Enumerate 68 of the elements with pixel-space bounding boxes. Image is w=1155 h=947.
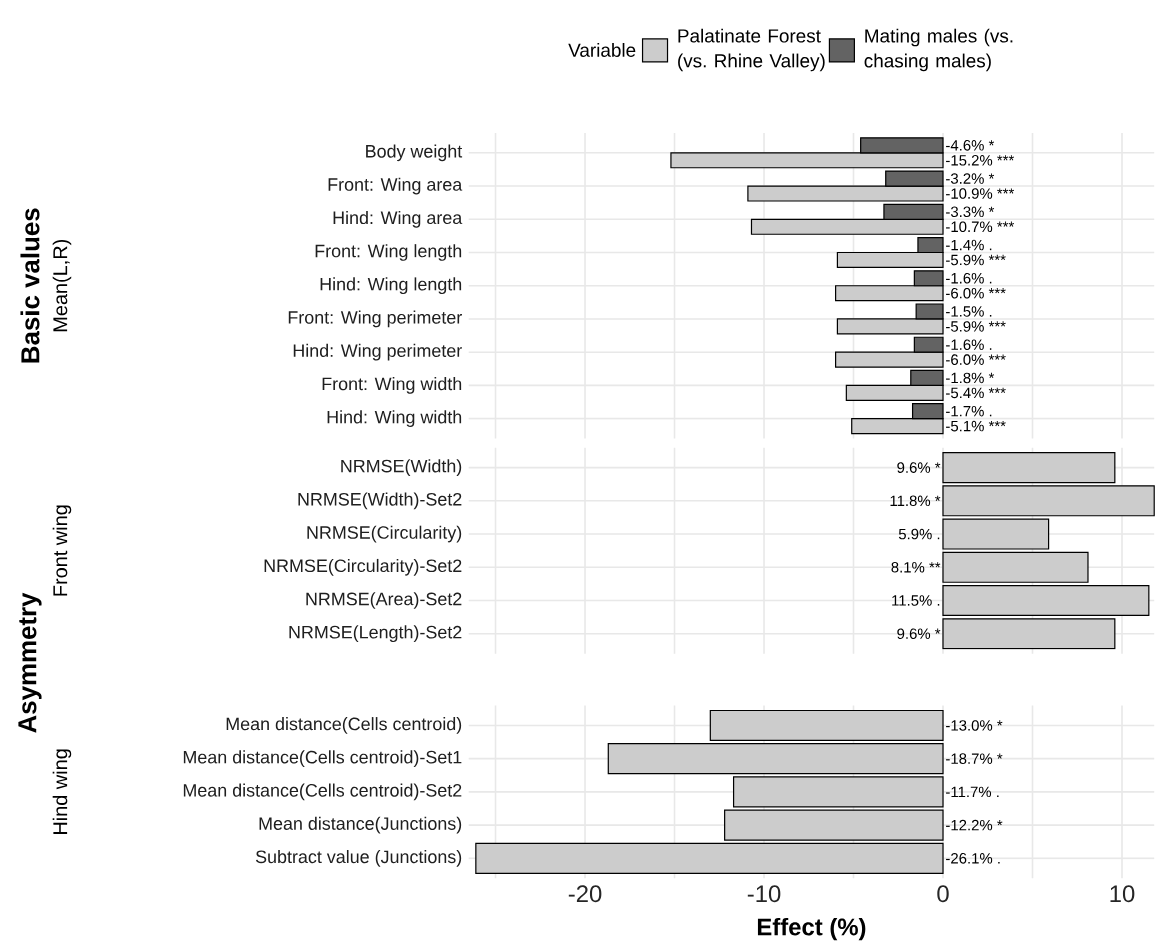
bar	[942, 618, 1116, 650]
text: Basic values	[20, 208, 40, 363]
x-tick-label: -20	[568, 885, 602, 903]
y-tick-label: NRMSE(Area)-Set2	[306, 592, 462, 609]
bar	[942, 518, 1050, 550]
data-label: -3.2% *	[946, 173, 995, 184]
data-label: -5.1% ***	[946, 420, 1006, 432]
y-tick-label: NRMSE(Width)	[341, 459, 462, 477]
data-label: -26.1% .	[946, 853, 1000, 864]
data-label: -11.7% .	[946, 786, 999, 798]
data-label: -1.7% .	[946, 406, 992, 417]
legend-title: Variable	[568, 43, 636, 57]
y-tick-label: Body weight	[366, 144, 463, 162]
data-label: -1.5% .	[946, 306, 992, 317]
text: Mean(L,R)	[52, 240, 72, 332]
data-label: -5.9% ***	[946, 321, 1006, 332]
data-label: -1.8% *	[946, 372, 995, 384]
data-label: -6.0% ***	[946, 354, 1006, 366]
bar	[942, 452, 1116, 484]
data-label: -5.4% ***	[946, 387, 1006, 399]
y-tick-label: Subtract value (Junctions)	[255, 850, 462, 867]
y-tick-label: Hind: Wing area	[333, 211, 463, 228]
y-tick-label: Hind: Wing length	[320, 277, 462, 295]
y-tick-label: NRMSE(Width)-Set2	[298, 492, 462, 510]
data-label: -10.9% ***	[946, 188, 1015, 199]
x-tick-label: -10	[747, 885, 781, 903]
x-tick-label: 10	[1110, 885, 1135, 903]
data-label: 9.6% *	[897, 462, 941, 473]
bar	[942, 551, 1089, 583]
data-label: -12.2% *	[946, 819, 1003, 831]
bar	[942, 585, 1150, 617]
x-axis-title: Effect (%)	[757, 918, 866, 941]
y-tick-label: Mean distance(Junctions)	[259, 816, 462, 834]
data-label: -15.2% ***	[946, 155, 1015, 166]
data-label: -18.7% *	[946, 753, 1003, 765]
legend-label: Palatinate Forest (vs. Rhine Valley)	[678, 28, 825, 72]
data-label: -1.4% .	[946, 239, 992, 251]
y-tick-label: Mean distance(Cells centroid)-Set1	[183, 750, 462, 768]
y-tick-label: Front: Wing length	[315, 244, 462, 261]
data-label: -10.7% ***	[946, 221, 1015, 233]
y-tick-label: Hind: Wing width	[327, 410, 462, 428]
data-label: -4.6% *	[946, 140, 995, 151]
y-tick-label: Front: Wing width	[322, 377, 462, 394]
y-tick-label: Front: Wing perimeter	[288, 310, 462, 328]
y-tick-label: Hind: Wing perimeter	[293, 343, 462, 361]
data-label: 8.1% **	[891, 562, 941, 573]
data-label: -6.0% ***	[946, 288, 1006, 299]
data-label: 5.9% .	[898, 528, 940, 540]
y-tick-label: Mean distance(Cells centroid)-Set2	[183, 783, 462, 801]
text: Asymmetry	[18, 592, 42, 733]
data-label: -5.9% ***	[946, 254, 1006, 266]
data-label: 11.8% *	[890, 495, 941, 507]
data-label: 9.6% *	[897, 628, 941, 640]
y-tick-label: NRMSE(Circularity)-Set2	[264, 559, 462, 576]
x-tick-label: 0	[937, 885, 949, 903]
text: Hind wing	[52, 749, 72, 835]
y-tick-label: NRMSE(Circularity)	[307, 525, 462, 543]
bar	[942, 485, 1155, 517]
y-tick-label: Front: Wing area	[328, 177, 463, 195]
data-label: -1.6% .	[946, 273, 992, 284]
y-tick-label: Mean distance(Cells centroid)	[226, 717, 462, 734]
data-label: -13.0% *	[946, 720, 1003, 731]
data-label: -3.3% *	[946, 206, 995, 218]
y-tick-label: NRMSE(Length)-Set2	[289, 625, 462, 643]
data-label: 11.5% .	[892, 595, 940, 606]
text: Front wing	[52, 505, 72, 596]
legend-label: Mating males (vs. chasing males)	[864, 28, 1013, 72]
data-label: -1.6% .	[946, 339, 992, 351]
